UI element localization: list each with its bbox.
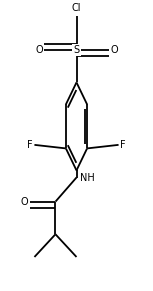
Text: F: F [27,140,33,150]
Text: NH: NH [80,173,94,182]
Text: Cl: Cl [72,3,81,13]
Text: S: S [73,45,80,55]
Text: F: F [120,140,126,150]
Text: O: O [35,45,43,55]
Text: O: O [110,45,118,55]
Text: O: O [21,197,28,207]
